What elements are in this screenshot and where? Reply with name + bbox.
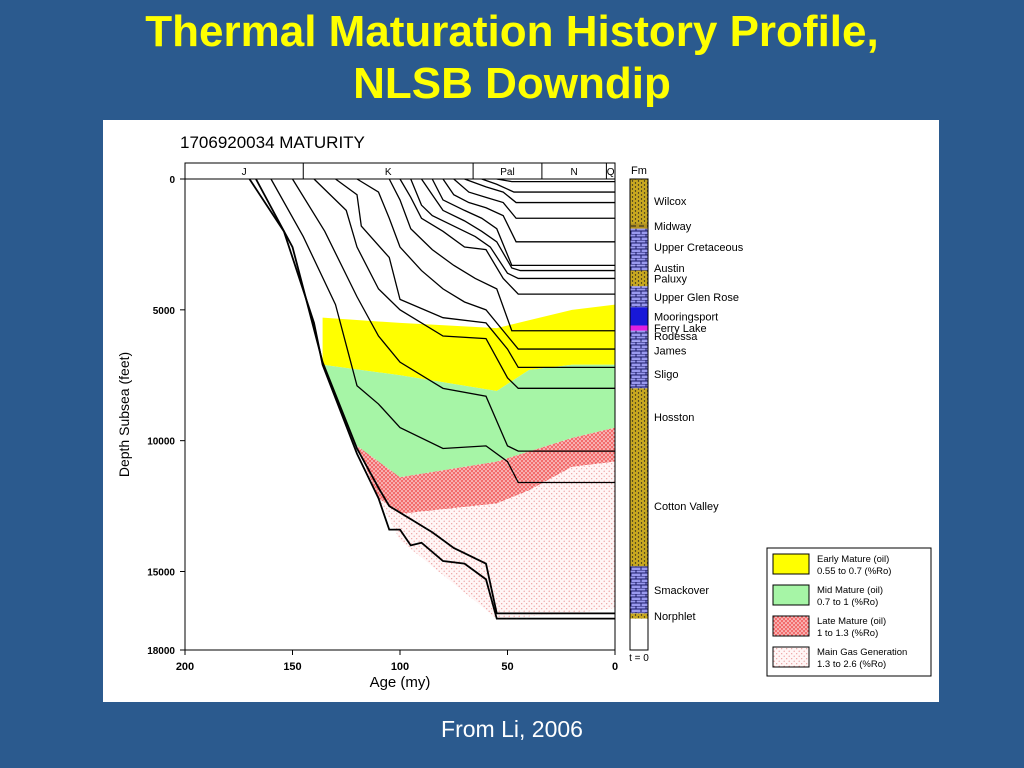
formation-label: Ferry Lake (654, 323, 707, 335)
time-label: t = 0 (629, 653, 649, 664)
x-tick-label: 150 (283, 661, 301, 673)
formation-block (630, 270, 648, 287)
burial-curve (420, 178, 615, 272)
slide-title-line-2: NLSB Downdip (353, 59, 671, 108)
formation-block (630, 325, 648, 331)
burial-curve (496, 178, 615, 183)
formation-block (630, 341, 648, 360)
burial-curve (388, 178, 615, 332)
legend-name: Late Mature (oil) (817, 616, 886, 627)
legend-range: 1.3 to 2.6 (%Ro) (817, 659, 886, 670)
maturity-zone (322, 304, 615, 391)
formation-label: James (654, 345, 687, 357)
burial-curve (270, 178, 615, 484)
burial-curve (442, 178, 615, 243)
burial-curve (291, 178, 615, 452)
legend-swatch (772, 615, 810, 637)
burial-curve (410, 178, 615, 280)
formation-block (630, 330, 648, 342)
period-label: K (385, 167, 392, 178)
formation-label: Mooringsport (654, 311, 718, 323)
maturity-chart: J K Pal N Q 1706920034 MATURITY 200 150 100 50 0 Ag… (116, 133, 932, 691)
slide-title: Thermal Maturation History Profile, NLSB… (0, 6, 1024, 110)
burial-curve (335, 178, 615, 369)
maturity-zone (357, 427, 615, 514)
formation-column-title: Fm (631, 165, 647, 177)
legend-swatch (772, 584, 810, 606)
figure-panel: J K Pal N Q 1706920034 MATURITY 200 150 100 50 0 Ag… (103, 120, 939, 702)
x-axis-label: Age (my) (370, 674, 431, 691)
burial-curve (399, 178, 615, 295)
burial-curve (356, 178, 615, 350)
formation-block (630, 228, 648, 266)
x-tick-label: 50 (501, 661, 513, 673)
formation-block (630, 445, 648, 567)
legend-name: Mid Mature (oil) (817, 585, 883, 596)
legend-swatch (772, 646, 810, 668)
formation-label: Upper Glen Rose (654, 292, 739, 304)
y-tick-label: 0 (169, 175, 175, 186)
period-band (184, 162, 616, 180)
burial-curve (255, 178, 615, 615)
y-tick-label: 5000 (153, 306, 176, 317)
formation-label: Midway (654, 221, 692, 233)
source-caption: From Li, 2006 (441, 716, 583, 742)
formation-block (630, 265, 648, 271)
formation-label: Paluxy (654, 273, 688, 285)
y-tick-label: 18000 (147, 646, 175, 657)
formation-block (630, 307, 648, 326)
burial-curve (431, 178, 615, 267)
formation-label: Austin (654, 263, 685, 275)
y-tick-label: 15000 (147, 568, 175, 579)
legend-name: Main Gas Generation (817, 647, 907, 658)
period-label: N (571, 167, 578, 178)
formation-block (630, 388, 648, 446)
formation-label: Upper Cretaceous (654, 242, 744, 254)
legend-range: 1 to 1.3 (%Ro) (817, 628, 878, 639)
formation-block (630, 286, 648, 308)
burial-curve (481, 178, 615, 193)
formation-label: Sligo (654, 369, 678, 381)
formation-block (630, 179, 648, 224)
legend-swatch (772, 553, 810, 575)
period-label: J (242, 167, 247, 178)
formation-label: Wilcox (654, 196, 687, 208)
y-axis-label: Depth Subsea (feet) (116, 352, 132, 477)
x-tick-label: 100 (391, 661, 409, 673)
x-tick-label: 0 (612, 661, 618, 673)
y-tick-label: 10000 (147, 437, 175, 448)
formation-block (630, 613, 648, 619)
chart-title: 1706920034 MATURITY (180, 133, 365, 152)
formation-label: Smackover (654, 585, 709, 597)
formation-label: Hosston (654, 412, 694, 424)
legend-name: Early Mature (oil) (817, 554, 889, 565)
legend-range: 0.7 to 1 (%Ro) (817, 597, 878, 608)
formation-block (630, 566, 648, 614)
formation-label: Norphlet (654, 611, 696, 623)
period-label: Q (607, 167, 615, 178)
x-tick-label: 200 (176, 661, 194, 673)
slide-title-line-1: Thermal Maturation History Profile, (145, 7, 879, 56)
legend-range: 0.55 to 0.7 (%Ro) (817, 566, 891, 577)
maturity-zone (378, 461, 615, 619)
formation-block (630, 359, 648, 389)
formation-label: Rodessa (654, 331, 698, 343)
formation-block (630, 223, 648, 229)
burial-curve (453, 178, 615, 219)
formation-column-frame (629, 178, 649, 651)
maturity-zone (322, 364, 615, 478)
burial-curve (313, 178, 615, 389)
burial-curve (464, 178, 615, 204)
period-label: Pal (500, 167, 514, 178)
formation-label: Cotton Valley (654, 501, 719, 513)
